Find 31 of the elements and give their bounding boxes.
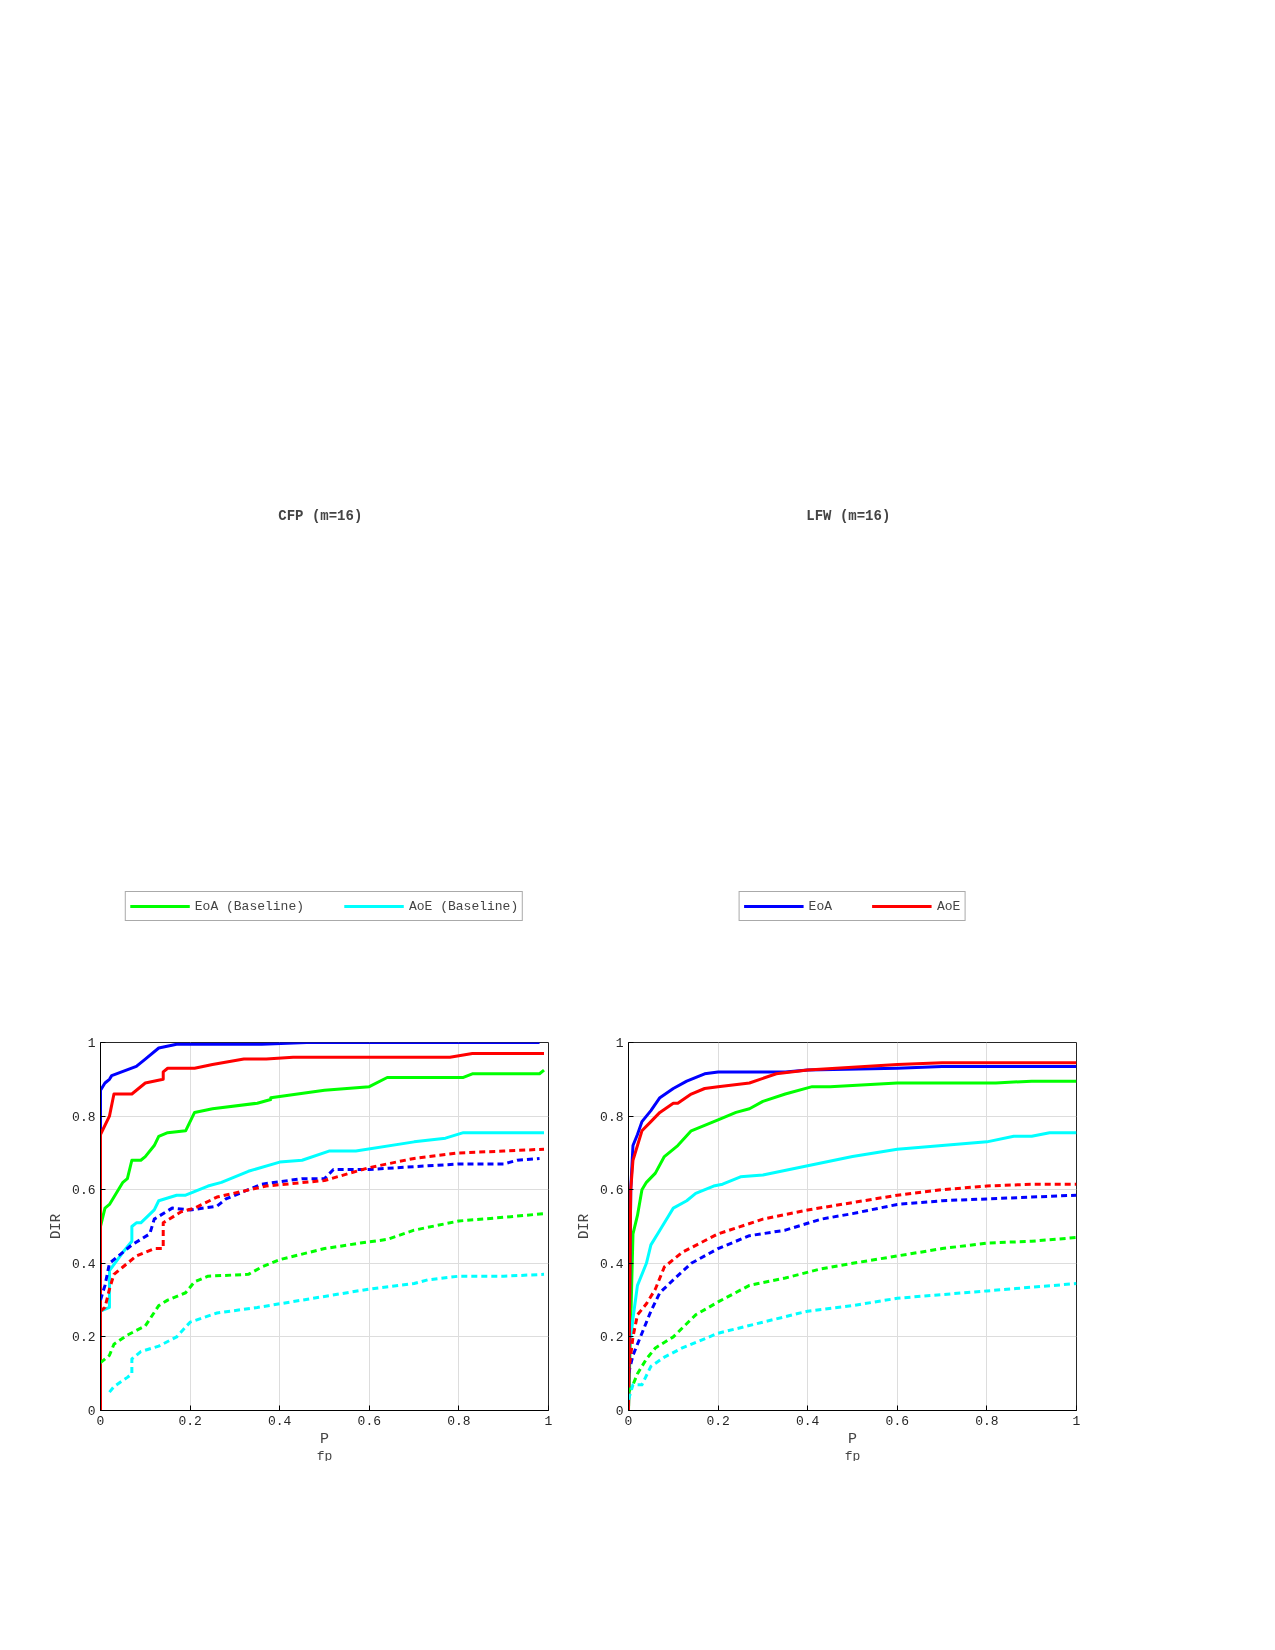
x-tick-label: 0.4 [268,1413,292,1429]
x-tick-label: 0.4 [796,1413,820,1429]
x-tick-label: 1 [1072,1413,1081,1429]
chart-title: LFW (m=16) [806,507,891,524]
y-tick-label: 1 [615,1036,624,1051]
legend-label: AoE [937,898,961,914]
legend-label: EoA [808,898,832,914]
y-tick-label: 0.8 [600,1109,624,1125]
y-tick-label: 1 [87,1036,96,1051]
y-tick-label: 0.6 [72,1183,96,1199]
x-tick-label: 0.8 [975,1413,999,1429]
x-tick-label: 0.6 [357,1413,381,1429]
y-tick-label: 0.8 [72,1109,96,1125]
x-tick-label: 0.2 [706,1413,730,1429]
line-series [107,1272,546,1394]
y-axis-title: DIR [48,1213,65,1240]
x-tick-label: 0.8 [447,1413,471,1429]
y-tick-label: 0.6 [600,1183,624,1199]
y-tick-label: 0.4 [600,1256,624,1272]
y-tick-label: 0.2 [600,1330,624,1346]
y-axis-title: DIR [576,1213,593,1240]
y-tick-label: 0.4 [72,1256,96,1272]
legend-label: AoE (Baseline) [409,898,519,914]
x-tick-label: 0.6 [885,1413,909,1429]
legend-label: EoA (Baseline) [194,898,304,914]
chart-title: CFP (m=16) [278,507,363,524]
y-tick-label: 0.2 [72,1330,96,1346]
x-tick-label: 0.2 [178,1413,202,1429]
line-series [628,1282,1077,1401]
x-tick-label: 1 [544,1413,553,1429]
line-series [100,1212,546,1365]
